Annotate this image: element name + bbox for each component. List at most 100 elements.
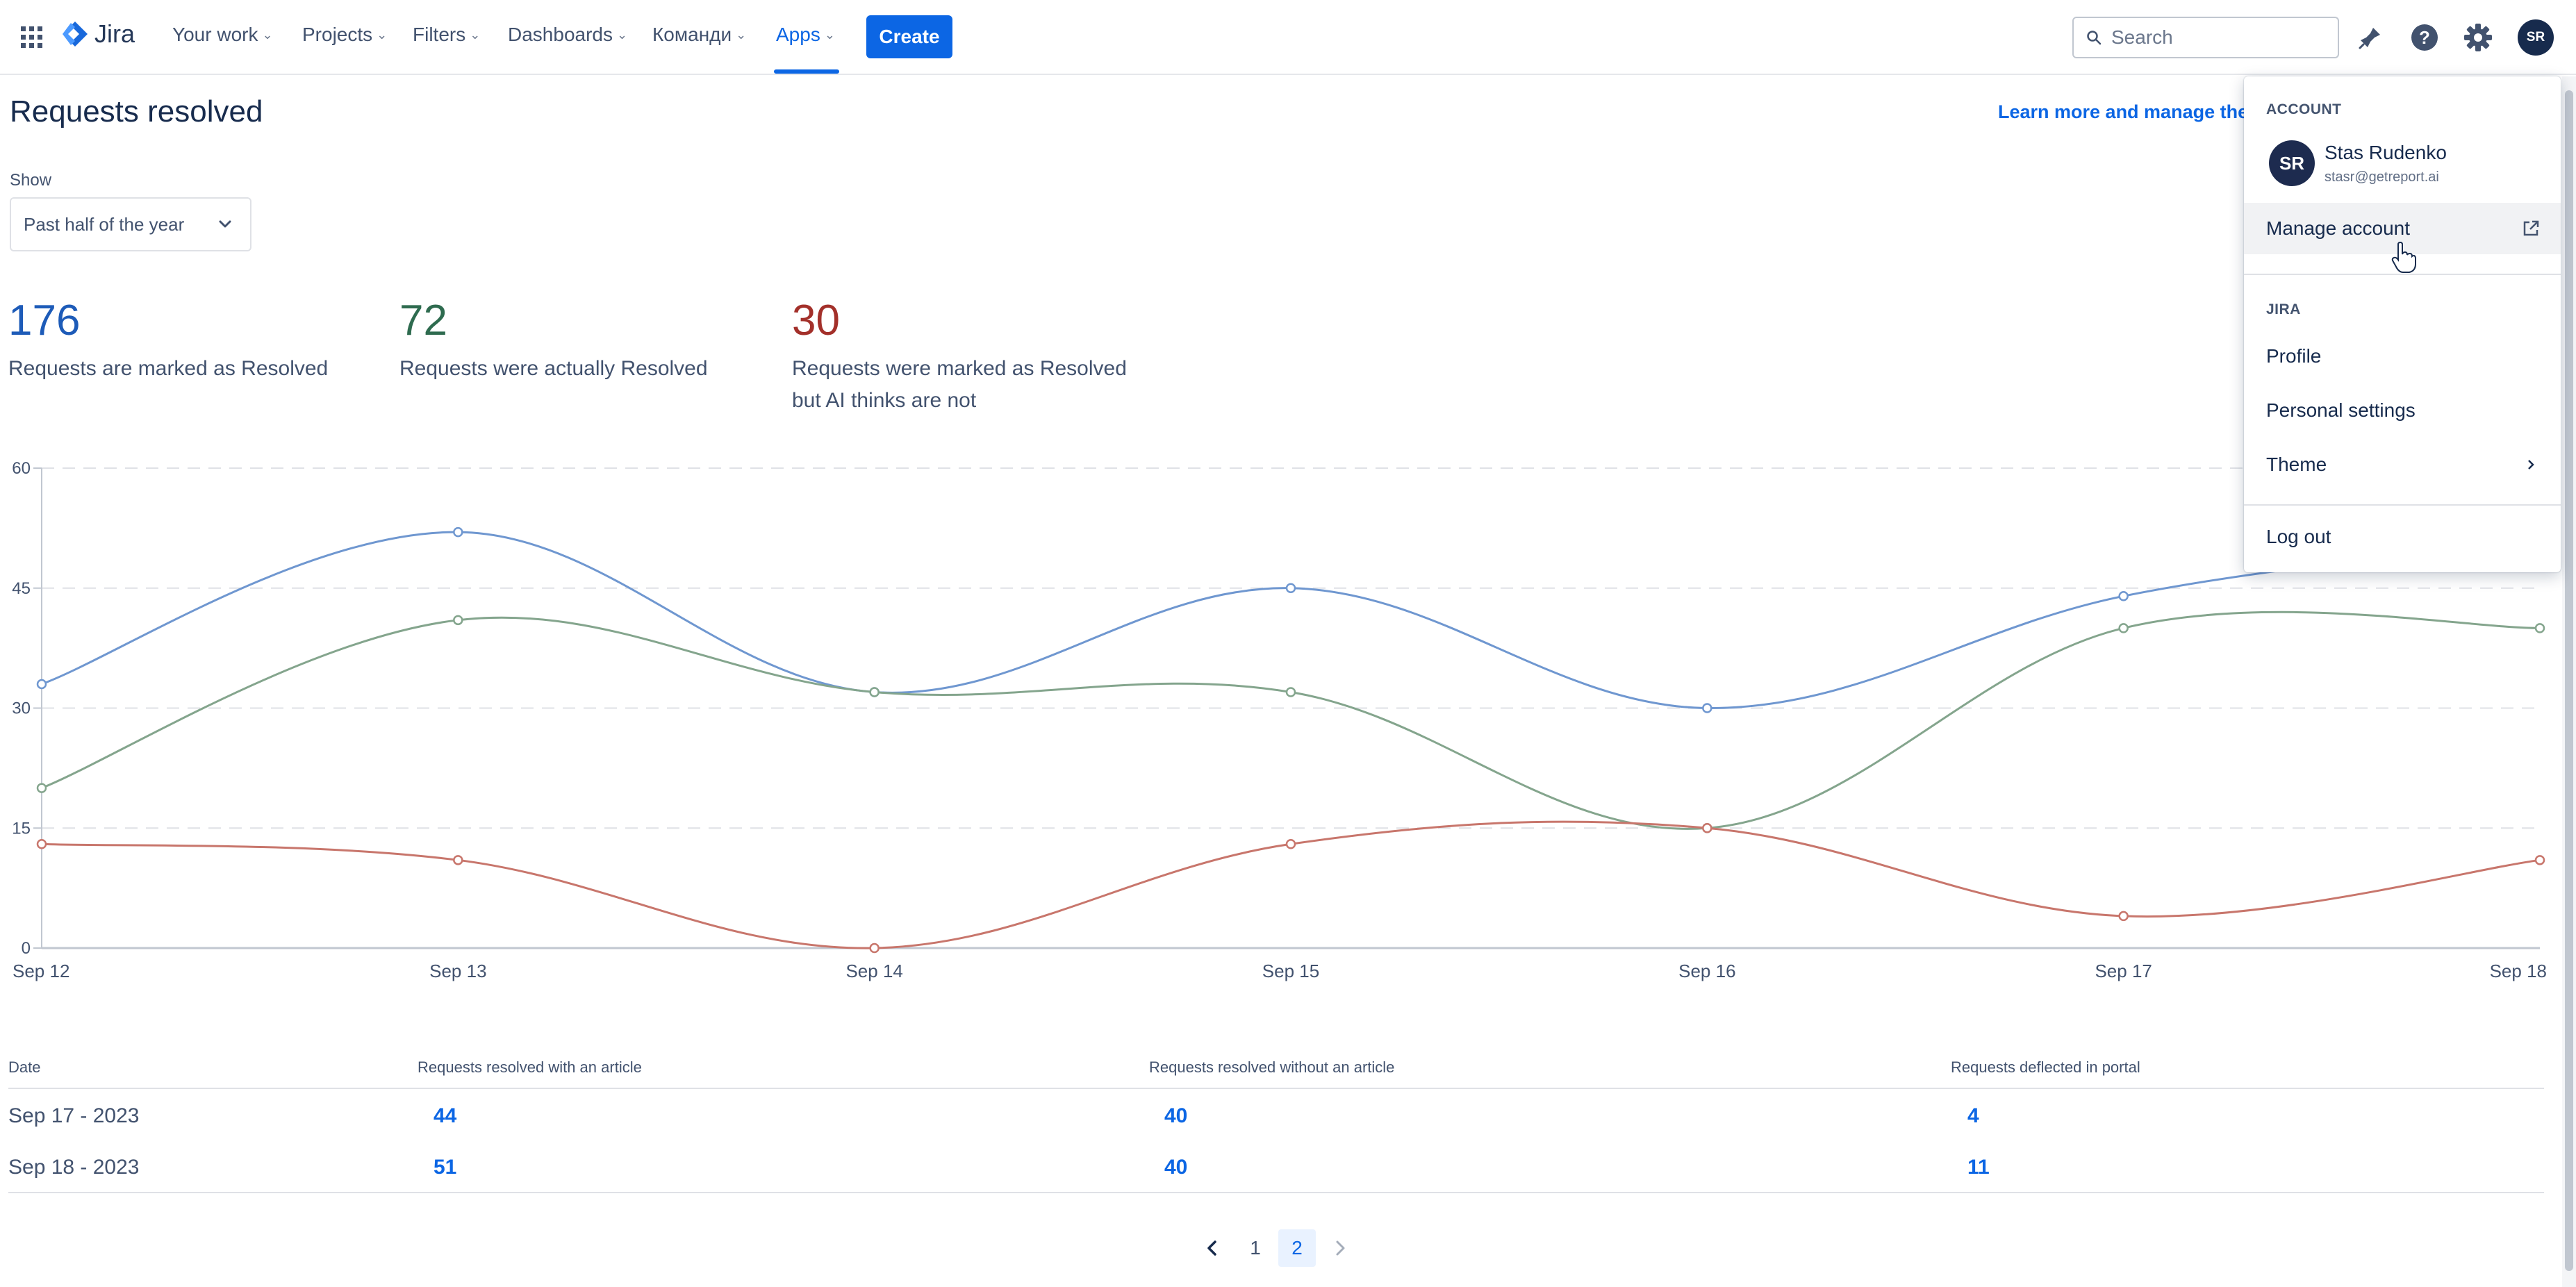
col-header-with-article: Requests resolved with an article (418, 1058, 642, 1076)
jira-section-heading: JIRA (2266, 301, 2301, 317)
nav-projects[interactable]: Projects ⌄ (302, 24, 387, 46)
table-bottom-divider (8, 1192, 2544, 1193)
nav-filters[interactable]: Filters ⌄ (413, 24, 480, 46)
nav-apps-label: Apps (776, 24, 820, 45)
nav-dashboards[interactable]: Dashboards ⌄ (508, 24, 627, 46)
row-date: Sep 17 - 2023 (8, 1104, 140, 1127)
previous-page-icon[interactable] (1202, 1238, 1223, 1259)
settings-gear-icon[interactable] (2461, 21, 2495, 54)
account-section-heading: ACCOUNT (2266, 101, 2342, 117)
row-deflected[interactable]: 11 (1967, 1156, 1990, 1179)
x-tick-label: Sep 15 (1262, 961, 1319, 981)
create-button[interactable]: Create (866, 15, 952, 58)
row-without-article[interactable]: 40 (1164, 1156, 1188, 1179)
stat-ai-disagrees: 30 Requests were marked as Resolved but … (792, 296, 1127, 417)
data-point (453, 526, 463, 538)
col-header-without-article: Requests resolved without an article (1149, 1058, 1395, 1076)
next-page-icon[interactable] (1330, 1238, 1351, 1259)
data-point (453, 615, 463, 626)
stat-label-line-2: but AI thinks are not (792, 389, 977, 412)
theme-item[interactable]: Theme (2244, 439, 2561, 490)
data-point (869, 687, 880, 697)
data-point (36, 679, 47, 690)
row-with-article[interactable]: 51 (434, 1156, 457, 1179)
page-1-button[interactable]: 1 (1250, 1237, 1261, 1259)
manage-account-item[interactable]: Manage account (2244, 203, 2561, 254)
page-2-button[interactable]: 2 (1278, 1229, 1316, 1267)
data-point (1702, 823, 1712, 833)
chevron-right-icon (2528, 460, 2534, 470)
search-box[interactable] (2072, 17, 2339, 58)
nav-teams[interactable]: Команди ⌄ (652, 24, 746, 46)
manage-account-label: Manage account (2266, 217, 2411, 239)
data-point (1285, 687, 1296, 697)
row-without-article[interactable]: 40 (1164, 1104, 1188, 1127)
row-with-article[interactable]: 44 (434, 1104, 457, 1127)
chevron-down-icon (219, 220, 231, 228)
data-point (1285, 583, 1296, 593)
jira-logo[interactable]: Jira (61, 19, 135, 49)
learn-more-link[interactable]: Learn more and manage the (1998, 101, 2249, 122)
stat-label: Requests were actually Resolved (399, 357, 708, 380)
data-point (2534, 623, 2545, 633)
data-point (2118, 591, 2129, 601)
nav-your-work[interactable]: Your work ⌄ (172, 24, 273, 46)
data-point (36, 839, 47, 849)
y-tick-label: 0 (22, 939, 31, 958)
account-avatar: SR (2269, 140, 2315, 186)
app-switcher-icon[interactable] (19, 25, 44, 50)
stat-label: Requests were marked as Resolved but AI … (792, 353, 1127, 417)
chevron-down-icon: ⌄ (377, 27, 388, 42)
period-select[interactable]: Past half of the year (10, 197, 251, 251)
stat-value: 30 (792, 297, 840, 344)
log-out-item[interactable]: Log out (2266, 526, 2331, 547)
chevron-down-icon: ⌄ (616, 27, 628, 42)
data-point (2118, 911, 2129, 922)
nav-apps[interactable]: Apps ⌄ (776, 24, 835, 46)
top-navigation: Jira Your work ⌄ Projects ⌄ Filters ⌄ Dashb… (0, 0, 2576, 75)
personal-settings-item[interactable]: Personal settings (2266, 399, 2416, 421)
jira-logo-icon (63, 22, 88, 47)
show-label: Show (10, 171, 52, 190)
row-deflected[interactable]: 4 (1967, 1104, 1979, 1127)
y-tick-label: 15 (12, 819, 31, 838)
nav-teams-label: Команди (652, 24, 732, 45)
profile-avatar[interactable]: SR (2518, 19, 2554, 56)
x-tick-label: Sep 13 (429, 961, 486, 981)
theme-label: Theme (2266, 454, 2327, 475)
account-user-name: Stas Rudenko (2325, 142, 2447, 163)
y-tick-label: 45 (12, 579, 31, 598)
stat-actually-resolved: 72 Requests were actually Resolved (399, 296, 708, 385)
x-tick-label: Sep 17 (2095, 961, 2152, 981)
nav-projects-label: Projects (302, 24, 373, 45)
nav-filters-label: Filters (413, 24, 466, 45)
table-header-divider (8, 1088, 2544, 1089)
data-point (2534, 855, 2545, 865)
page-scrollbar[interactable] (2562, 76, 2576, 1287)
svg-text:?: ? (2419, 27, 2430, 48)
account-dropdown-menu: ACCOUNT SR Stas Rudenko stasr@getreport.… (2244, 76, 2561, 572)
jira-logo-text: Jira (94, 19, 135, 48)
help-icon[interactable]: ? (2408, 21, 2441, 54)
y-tick-label: 30 (12, 699, 31, 718)
requests-resolved-line-chart: 0 15 30 45 60 Sep 12 Sep 13 Sep 14 Sep 15 Sep 16 S… (12, 459, 2547, 981)
stat-label: Requests are marked as Resolved (8, 357, 329, 380)
notifications-icon[interactable] (2354, 21, 2387, 54)
chevron-down-icon: ⌄ (824, 27, 835, 42)
profile-item[interactable]: Profile (2266, 345, 2322, 367)
y-tick-label: 60 (12, 459, 31, 478)
data-point (2118, 623, 2129, 633)
x-tick-label: Sep 18 (2490, 961, 2547, 981)
data-point (36, 783, 47, 793)
search-input[interactable] (2111, 26, 2320, 49)
scrollbar-thumb[interactable] (2565, 90, 2573, 1271)
chevron-down-icon: ⌄ (262, 27, 273, 42)
data-point (453, 855, 463, 865)
period-select-value: Past half of the year (24, 213, 185, 235)
series-line-2 (41, 611, 2541, 830)
row-date: Sep 18 - 2023 (8, 1156, 140, 1179)
x-tick-label: Sep 16 (1678, 961, 1735, 981)
data-point (869, 943, 880, 954)
stat-value: 176 (8, 297, 81, 344)
data-point (1702, 703, 1712, 713)
